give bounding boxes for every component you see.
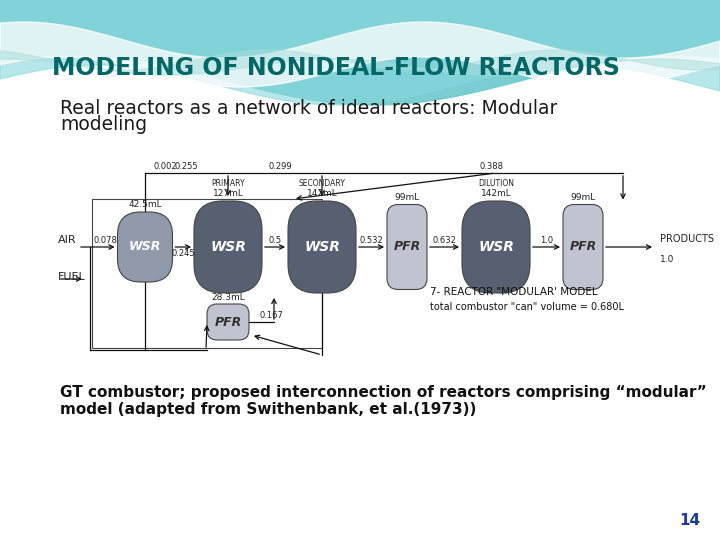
Text: AIR: AIR	[58, 235, 76, 245]
Text: WSR: WSR	[304, 240, 340, 254]
Text: 0.078: 0.078	[93, 236, 117, 245]
Text: 0.002: 0.002	[153, 162, 176, 171]
Text: Real reactors as a network of ideal reactors: Modular: Real reactors as a network of ideal reac…	[60, 98, 557, 118]
Text: 0.167: 0.167	[259, 311, 283, 320]
FancyBboxPatch shape	[207, 304, 249, 340]
Text: 0.245: 0.245	[171, 249, 195, 258]
Text: 142mL: 142mL	[481, 189, 511, 198]
Text: PFR: PFR	[215, 315, 242, 328]
Text: 1.0: 1.0	[660, 254, 675, 264]
Text: MODELING OF NONIDEAL-FLOW REACTORS: MODELING OF NONIDEAL-FLOW REACTORS	[52, 56, 620, 80]
Text: 42.5mL: 42.5mL	[128, 200, 162, 209]
FancyBboxPatch shape	[194, 201, 262, 293]
Text: FUEL: FUEL	[58, 272, 86, 282]
Text: PFR: PFR	[393, 240, 420, 253]
Text: PFR: PFR	[570, 240, 597, 253]
FancyBboxPatch shape	[387, 205, 427, 289]
Text: WSR: WSR	[210, 240, 246, 254]
Text: 0.255: 0.255	[175, 162, 198, 171]
Text: 142mL: 142mL	[307, 189, 338, 198]
Text: total combustor "can" volume = 0.680L: total combustor "can" volume = 0.680L	[430, 302, 624, 312]
Text: 1.0: 1.0	[540, 236, 553, 245]
Text: 14: 14	[679, 513, 700, 528]
FancyBboxPatch shape	[563, 205, 603, 289]
Text: GT combustor; proposed interconnection of reactors comprising “modular”: GT combustor; proposed interconnection o…	[60, 385, 707, 400]
Text: 0.5: 0.5	[269, 236, 282, 245]
Text: PRIMARY: PRIMARY	[211, 179, 245, 188]
Text: 99mL: 99mL	[570, 192, 595, 201]
Text: 28.3mL: 28.3mL	[211, 293, 245, 302]
FancyBboxPatch shape	[288, 201, 356, 293]
Text: 0.532: 0.532	[359, 236, 383, 245]
Text: 0.299: 0.299	[268, 162, 292, 171]
Text: modeling: modeling	[60, 116, 147, 134]
Text: model (adapted from Swithenbank, et al.(1973)): model (adapted from Swithenbank, et al.(…	[60, 402, 477, 417]
Text: 99mL: 99mL	[395, 192, 420, 201]
Text: PRODUCTS: PRODUCTS	[660, 234, 714, 244]
Text: WSR: WSR	[129, 240, 161, 253]
Text: SECONDARY: SECONDARY	[299, 179, 346, 188]
Text: 127mL: 127mL	[212, 189, 243, 198]
Text: WSR: WSR	[478, 240, 514, 254]
Text: 0.632: 0.632	[433, 236, 456, 245]
FancyBboxPatch shape	[462, 201, 530, 293]
Text: DILUTION: DILUTION	[478, 179, 514, 188]
Text: 7- REACTOR "MODULAR' MODEL: 7- REACTOR "MODULAR' MODEL	[430, 287, 598, 297]
FancyBboxPatch shape	[117, 212, 173, 282]
Text: 0.388: 0.388	[479, 162, 503, 171]
